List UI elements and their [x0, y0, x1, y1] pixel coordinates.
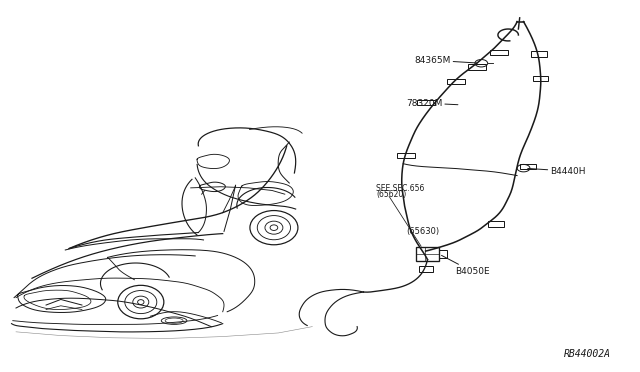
Bar [397, 153, 415, 158]
Bar [447, 79, 465, 84]
Bar [416, 247, 439, 261]
Bar [439, 250, 447, 258]
Bar [533, 76, 548, 81]
Text: 78320M: 78320M [406, 99, 458, 108]
Bar [488, 221, 504, 227]
Text: (65630): (65630) [406, 227, 440, 236]
Text: (65620): (65620) [376, 190, 406, 199]
Bar [468, 64, 486, 70]
Bar [531, 51, 547, 57]
Text: B4050E: B4050E [442, 255, 490, 276]
Text: SEE SEC.656: SEE SEC.656 [376, 185, 425, 193]
Text: B4440H: B4440H [527, 167, 586, 176]
Bar [520, 164, 536, 169]
Bar [419, 266, 433, 272]
Bar [490, 50, 508, 55]
Text: RB44002A: RB44002A [564, 349, 611, 359]
Text: 84365M: 84365M [414, 56, 477, 65]
Bar [417, 100, 435, 105]
